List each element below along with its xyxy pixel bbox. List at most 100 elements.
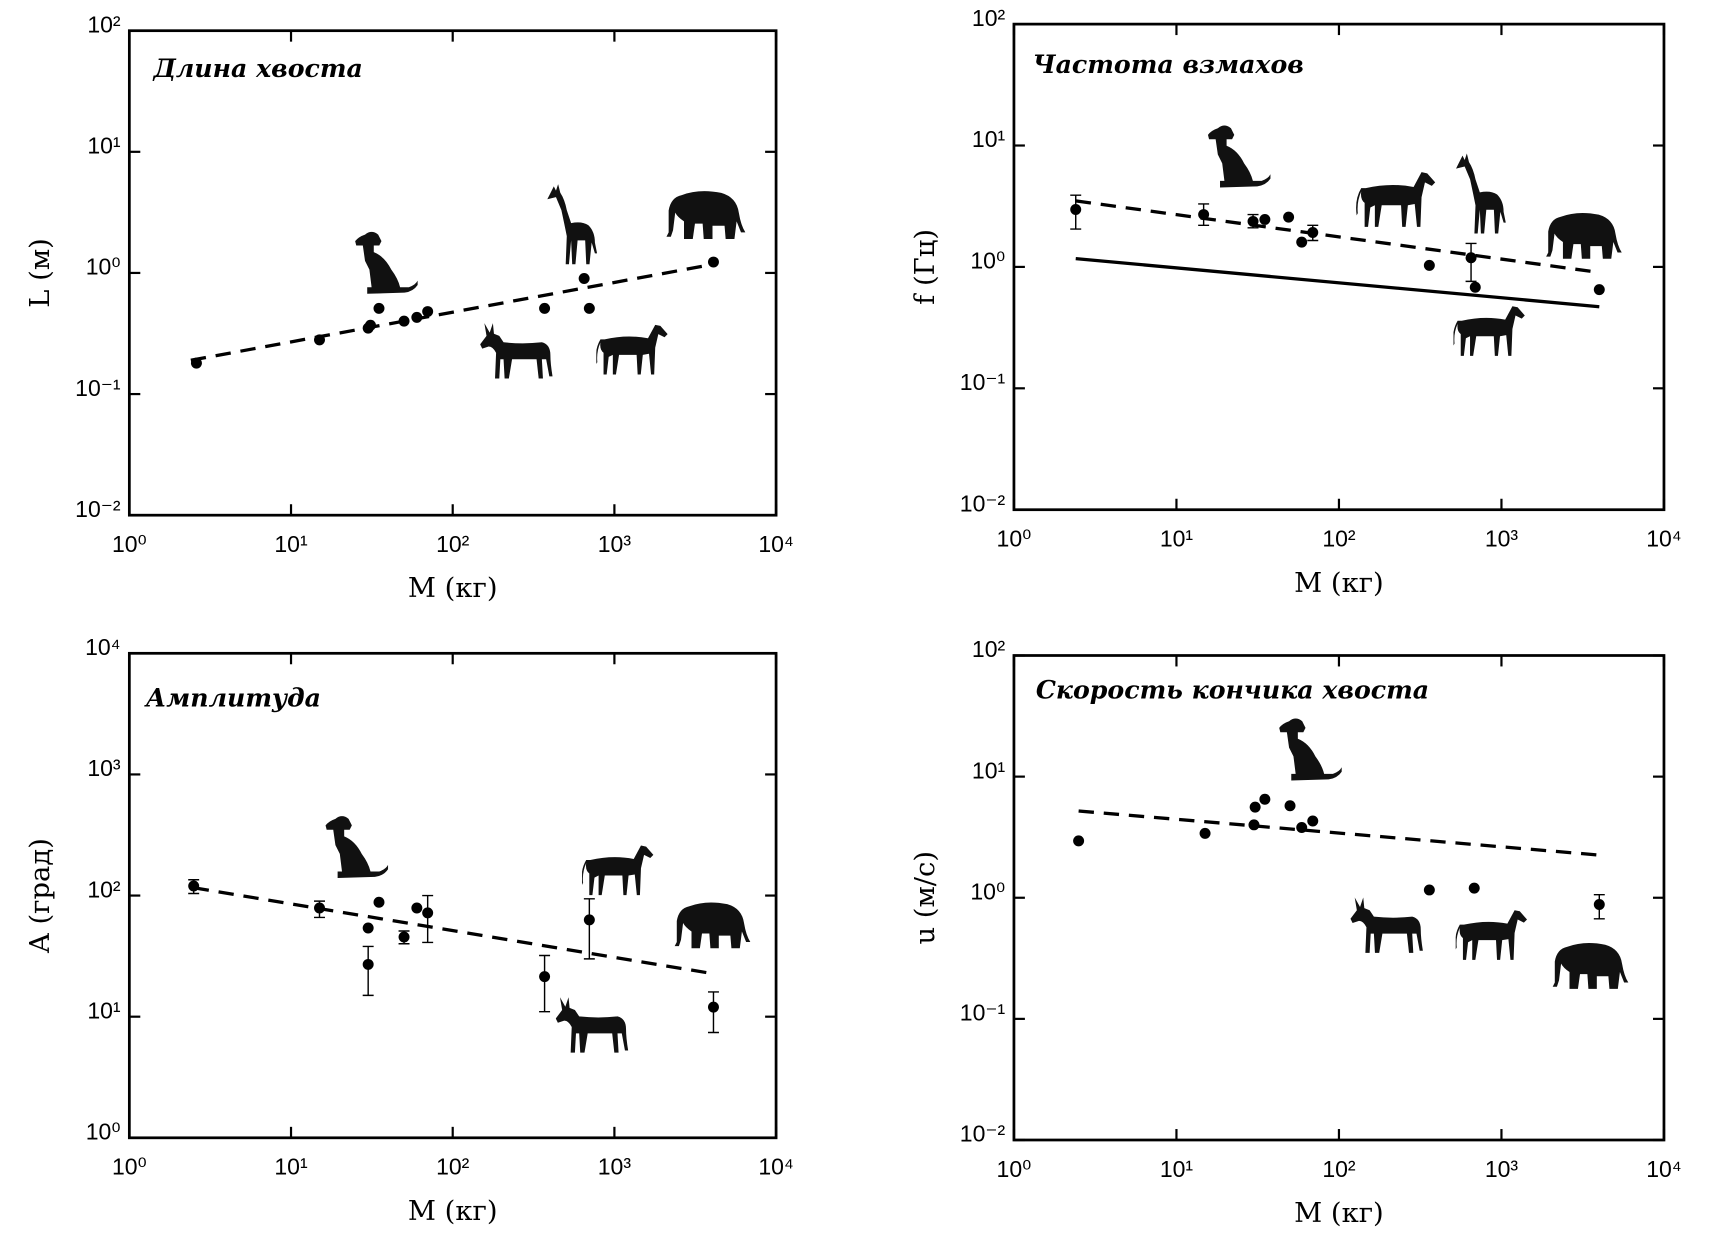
y-tick-label: 10⁰ — [970, 248, 1005, 274]
horse-icon — [596, 324, 668, 375]
elephant-icon — [666, 191, 746, 239]
fit-line-dashed — [1075, 199, 1600, 275]
data-point — [707, 1001, 719, 1013]
x-tick-label: 10¹ — [274, 531, 308, 557]
y-axis-label: f (Гц) — [910, 229, 941, 305]
y-tick-label: 10¹ — [972, 126, 1006, 152]
x-tick-label: 10³ — [1485, 525, 1519, 551]
data-point — [1199, 827, 1211, 839]
fit-line-dashed — [1078, 809, 1600, 857]
data-point — [1249, 801, 1261, 813]
x-tick-label: 10¹ — [1160, 1156, 1194, 1182]
x-tick-label: 10⁴ — [758, 531, 793, 557]
y-tick-label: 10⁰ — [86, 254, 121, 280]
y-tick-label: 10⁻¹ — [960, 369, 1006, 395]
horse-icon — [582, 845, 654, 896]
data-point — [1073, 835, 1085, 847]
giraffe-icon — [547, 184, 598, 265]
error-bar — [422, 894, 434, 944]
x-tick-label: 10² — [436, 1154, 470, 1180]
data-point — [1259, 793, 1271, 805]
y-tick-label: 10² — [87, 11, 121, 37]
data-point — [422, 306, 434, 318]
panel-title: Длина хвоста — [152, 53, 362, 83]
y-tick-label: 10¹ — [87, 997, 121, 1023]
y-tick-label: 10³ — [87, 755, 121, 781]
data-point — [1468, 882, 1480, 894]
dog-icon — [1207, 125, 1271, 188]
panel: 10⁰ 10¹ 10² 10³ 10⁴ 10⁻² 10⁻¹ 10⁰ 10¹ 10² Частота … — [910, 5, 1682, 599]
donkey-icon — [1350, 897, 1423, 953]
data-point — [583, 914, 595, 926]
error-bar — [362, 945, 374, 997]
data-point — [1284, 800, 1296, 812]
y-tick-label: 10⁰ — [970, 878, 1005, 904]
donkey-icon — [480, 323, 553, 379]
y-tick-label: 10¹ — [972, 757, 1006, 783]
panel: 10⁰ 10¹ 10² 10³ 10⁴ 10⁻² 10⁻¹ 10⁰ 10¹ 10² Длина хв… — [25, 11, 794, 604]
giraffe-icon — [1456, 153, 1506, 234]
data-point — [398, 931, 410, 943]
data-point — [1423, 259, 1435, 271]
y-tick-label: 10⁻² — [960, 1121, 1006, 1147]
y-tick-label: 10⁻² — [960, 490, 1006, 516]
panel: 10⁰ 10¹ 10² 10³ 10⁴ 10⁻² 10⁻¹ 10⁰ 10¹ 10² Скорость… — [910, 636, 1682, 1229]
x-axis-label: M (кг) — [408, 1196, 498, 1227]
horse-icon — [1455, 910, 1528, 960]
dog-icon — [355, 231, 418, 294]
dog-icon — [1279, 718, 1342, 781]
data-point — [1593, 898, 1605, 910]
data-point — [1296, 822, 1308, 834]
data-point — [1259, 213, 1271, 225]
x-tick-label: 10⁰ — [112, 1154, 147, 1180]
data-point — [373, 896, 385, 908]
data-point — [1070, 204, 1082, 216]
panel-title: Скорость кончика хвоста — [1036, 675, 1429, 705]
horse-icon — [1453, 306, 1525, 356]
y-axis-label: L (м) — [25, 238, 56, 308]
data-point — [1423, 884, 1435, 896]
x-tick-label: 10⁰ — [997, 1156, 1032, 1182]
data-point — [539, 971, 551, 983]
elephant-icon — [1552, 943, 1629, 989]
y-tick-label: 10² — [972, 5, 1006, 31]
data-point — [411, 902, 423, 914]
y-axis-label: u (м/с) — [910, 851, 941, 945]
data-point — [1307, 815, 1319, 827]
x-tick-label: 10² — [1322, 525, 1356, 551]
y-tick-label: 10⁰ — [86, 1119, 121, 1145]
y-tick-label: 10² — [972, 636, 1006, 662]
x-tick-label: 10⁴ — [758, 1154, 793, 1180]
y-axis-label: A (град) — [25, 838, 56, 954]
data-point — [1593, 284, 1605, 296]
x-axis-label: M (кг) — [1294, 1198, 1384, 1229]
y-tick-label: 10⁻¹ — [75, 375, 121, 401]
x-tick-label: 10³ — [598, 531, 632, 557]
y-tick-label: 10² — [87, 876, 121, 902]
data-point — [578, 273, 590, 284]
y-tick-label: 10⁴ — [85, 634, 120, 660]
plot-frame — [1012, 654, 1666, 1142]
x-tick-label: 10² — [1322, 1156, 1356, 1182]
x-tick-label: 10⁴ — [1646, 1156, 1681, 1182]
plot-frame — [1012, 22, 1666, 512]
y-tick-label: 10⁻² — [75, 496, 121, 522]
x-tick-label: 10¹ — [1160, 525, 1194, 551]
y-tick-label: 10¹ — [87, 133, 121, 159]
data-point — [1469, 281, 1481, 293]
zebra-icon — [1356, 172, 1436, 227]
panel-title: Частота взмахов — [1033, 49, 1304, 79]
fit-line-dashed — [193, 886, 709, 975]
plot-frame — [127, 651, 778, 1140]
data-point — [1283, 211, 1295, 223]
plot-frame — [127, 29, 778, 517]
data-point — [373, 302, 385, 314]
data-point — [362, 958, 374, 970]
donkey-icon — [555, 997, 629, 1053]
x-axis-label: M (кг) — [1294, 568, 1384, 599]
x-tick-label: 10³ — [1485, 1156, 1519, 1182]
y-tick-label: 10⁻¹ — [960, 1000, 1006, 1026]
dog-icon — [325, 816, 389, 879]
x-tick-label: 10⁴ — [1646, 525, 1681, 551]
